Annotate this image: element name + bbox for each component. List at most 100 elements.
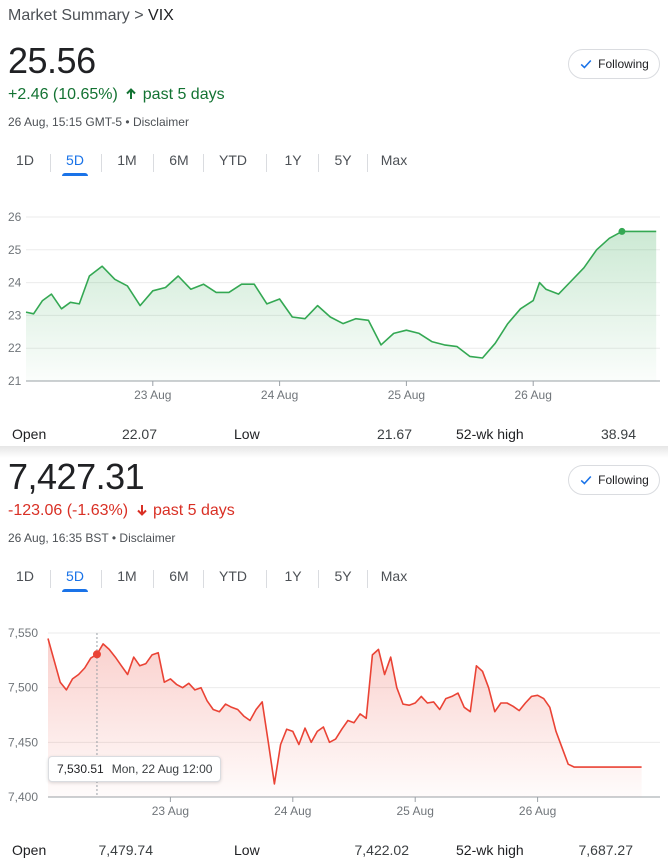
vix-change: +2.46 (10.65%) past 5 days [8,86,225,104]
vix-chart[interactable]: 26 25 24 23 22 21 23 Aug 24 Aug 25 Aug 26 Aug [0,0,668,420]
ftse-chart-y-tick-label: 7,500 [8,681,38,695]
tab-separator [367,570,368,588]
ftse-low-label: Low [234,842,260,858]
vix-chart-y-tick-label: 21 [8,374,22,388]
card-divider [0,446,668,458]
ftse-timestamp: 26 Aug, 16:35 BST [8,531,109,545]
ftse-chart-y-tick-label: 7,400 [8,790,38,804]
vix-tab-5d[interactable]: 5D [62,150,88,176]
ftse-tab-5d[interactable]: 5D [62,566,88,592]
ftse-range-tabs: 1D 5D 1M 6M YTD 1Y 5Y Max [0,566,668,592]
tooltip-date: Mon, 22 Aug 12:00 [111,762,213,776]
vix-chart-series-line [25,230,657,359]
ftse-52wk-high-label: 52-wk high [456,842,524,858]
vix-tab-1d[interactable]: 1D [16,152,34,168]
ftse-chart-y-tick-label: 7,450 [8,735,38,749]
vix-chart-x-tick-label: 26 Aug [515,388,552,402]
tab-separator [50,154,51,172]
ftse-tab-1d[interactable]: 1D [16,568,34,584]
tab-separator [318,154,319,172]
ftse-low-value: 7,422.02 [354,842,410,858]
ftse-change: -123.06 (-1.63%) past 5 days [8,502,235,520]
tab-separator [101,154,102,172]
vix-stats: Open 22.07 Low 21.67 52-wk high 38.94 [0,426,668,446]
breadcrumb-parent-link[interactable]: Market Summary [8,7,130,24]
vix-open-label: Open [12,426,47,442]
vix-tab-6m[interactable]: 6M [169,152,189,168]
vix-chart-area [26,231,657,381]
vix-timestamp-line: 26 Aug, 15:15 GMT-5 • Disclaimer [8,115,189,129]
breadcrumb-separator: > [129,7,149,24]
vix-price: 25.56 [8,40,96,81]
ftse-change-period: past 5 days [152,502,235,519]
breadcrumb-current: VIX [148,7,174,24]
tab-separator [203,570,204,588]
ftse-following-button[interactable]: Following [568,465,660,495]
vix-disclaimer-link[interactable]: Disclaimer [132,115,189,129]
ftse-stats: Open 7,479.74 Low 7,422.02 52-wk high 7,… [0,842,668,862]
vix-52wk-high-label: 52-wk high [456,426,524,442]
vix-tab-1y[interactable]: 1Y [284,152,302,168]
ftse-chart-y-tick-label: 7,550 [8,626,38,640]
vix-tab-max[interactable]: Max [380,152,408,168]
vix-tab-1m[interactable]: 1M [117,152,137,168]
ftse-open-value: 7,479.74 [98,842,154,858]
tooltip-value: 7,530.51 [57,762,104,776]
arrow-up-icon [126,88,137,99]
ftse-price: 7,427.31 [8,456,145,497]
ftse-tab-5y[interactable]: 5Y [334,568,352,584]
tab-separator [266,570,267,588]
vix-open-value: 22.07 [121,426,157,442]
vix-chart-current-point [618,227,626,235]
ftse-chart-series-line [47,638,642,785]
ftse-52wk-high-value: 7,687.27 [578,842,634,858]
ftse-disclaimer-link[interactable]: Disclaimer [119,531,176,545]
ftse-tab-1y[interactable]: 1Y [284,568,302,584]
breadcrumb: Market Summary > VIX [8,7,174,25]
vix-change-value: +2.46 (10.65%) [8,86,118,103]
vix-timestamp: 26 Aug, 15:15 GMT-5 [8,115,123,129]
tab-separator [367,154,368,172]
ftse-chart-hover-point [92,650,101,659]
ftse-tab-6m[interactable]: 6M [169,568,189,584]
ftse-timestamp-line: 26 Aug, 16:35 BST • Disclaimer [8,531,176,545]
vix-following-label: Following [598,57,649,71]
arrow-down-icon [136,505,147,516]
vix-range-tabs: 1D 5D 1M 6M YTD 1Y 5Y Max [0,150,668,176]
vix-chart-x-tick-label: 25 Aug [388,388,425,402]
vix-chart-x-tick-label: 23 Aug [134,388,171,402]
vix-following-button[interactable]: Following [568,49,660,79]
ftse-tab-max[interactable]: Max [380,568,408,584]
check-icon [580,475,592,485]
tab-separator [266,154,267,172]
ftse-chart-x-tick-label: 26 Aug [519,804,556,818]
check-icon [580,59,592,69]
vix-chart-x-tick-label: 24 Aug [261,388,298,402]
ftse-chart-tooltip: 7,530.51 Mon, 22 Aug 12:00 [48,756,222,782]
tab-separator [153,570,154,588]
tab-separator [153,154,154,172]
vix-52wk-high-value: 38.94 [600,426,636,442]
tab-separator [50,570,51,588]
vix-chart-y-tick-label: 23 [8,308,22,322]
ftse-tab-1m[interactable]: 1M [117,568,137,584]
vix-chart-y-tick-label: 25 [8,243,22,257]
vix-change-period: past 5 days [142,86,225,103]
vix-tab-ytd[interactable]: YTD [219,152,247,168]
vix-chart-y-tick-label: 22 [8,341,22,355]
vix-low-value: 21.67 [376,426,412,442]
vix-chart-y-tick-label: 26 [8,210,22,224]
vix-chart-y-tick-label: 24 [8,276,22,290]
vix-low-label: Low [234,426,260,442]
ftse-following-label: Following [598,473,649,487]
tab-separator [101,570,102,588]
vix-tab-5y[interactable]: 5Y [334,152,352,168]
ftse-tab-ytd[interactable]: YTD [219,568,247,584]
ftse-chart-x-tick-label: 25 Aug [397,804,434,818]
tab-separator [203,154,204,172]
ftse-chart-x-tick-label: 23 Aug [152,804,189,818]
ftse-open-label: Open [12,842,47,858]
ftse-chart-x-tick-label: 24 Aug [274,804,311,818]
ftse-change-value: -123.06 (-1.63%) [8,502,129,519]
